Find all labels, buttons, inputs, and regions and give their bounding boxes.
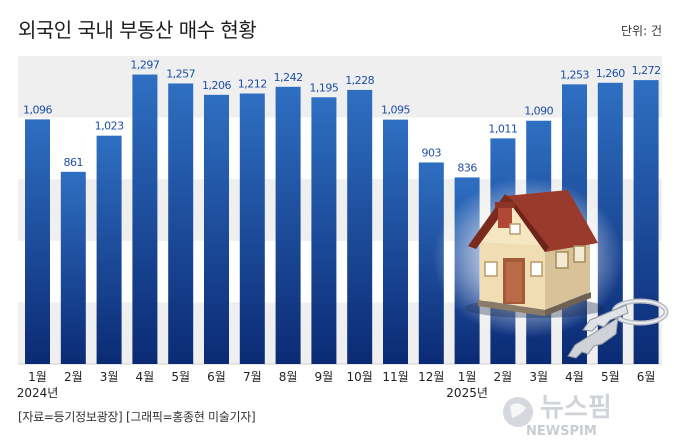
bar: [60, 171, 86, 364]
value-label: 1,023: [95, 120, 124, 133]
x-tick-label: 3월: [100, 370, 119, 384]
year-label: 2024년: [17, 386, 59, 400]
x-tick-label: 8월: [279, 370, 298, 384]
value-label: 1,297: [130, 59, 159, 72]
x-tick-label: 7월: [243, 370, 262, 384]
x-tick-label: 1월: [458, 370, 477, 384]
bar: [168, 83, 194, 364]
logo-korean: 뉴스핌: [540, 393, 612, 423]
x-tick-label: 9월: [315, 370, 334, 384]
bar: [311, 97, 337, 364]
x-tick-label: 5월: [601, 370, 620, 384]
source-credit: [자료=등기정보광장] [그래픽=홍종현 미술기자]: [18, 410, 256, 424]
bar: [383, 119, 408, 364]
value-labels: 1,096 861 1,023 1,297 1,257 1,206 1,212 1,242 1,…: [23, 59, 661, 175]
value-label: 861: [64, 156, 84, 169]
value-label: 1,257: [166, 67, 195, 80]
bar: [96, 135, 122, 364]
x-tick-label: 6월: [207, 370, 226, 384]
bar: [25, 119, 50, 365]
bar: [633, 80, 659, 365]
x-tick-label: 1월: [28, 370, 47, 384]
bar: [347, 89, 373, 365]
value-label: 1,195: [309, 81, 338, 94]
x-axis-labels: 1월 2월 3월 4월 5월 6월 7월 8월 9월 10월 11월 12월 1월 2월 3월 4월 5월 6월 2…: [17, 370, 656, 400]
x-tick-label: 6월: [637, 370, 656, 384]
bar: [275, 86, 301, 365]
value-label: 1,228: [345, 74, 374, 87]
x-tick-label: 4월: [565, 370, 584, 384]
value-label: 1,206: [202, 79, 231, 92]
value-label: 1,011: [488, 122, 517, 135]
value-label: 1,260: [596, 67, 625, 80]
x-tick-label: 2월: [64, 370, 83, 384]
chart-title: 외국인 국내 부동산 매수 현황: [18, 18, 257, 42]
value-label: 1,096: [23, 103, 52, 116]
x-tick-label: 4월: [136, 370, 155, 384]
unit-label: 단위: 건: [621, 24, 662, 38]
value-label: 1,090: [524, 105, 553, 118]
x-tick-label: 12월: [418, 370, 444, 384]
value-label: 1,253: [560, 68, 589, 81]
value-label: 1,272: [632, 64, 661, 77]
newspim-logo: 뉴스핌 NEWSPIM: [503, 393, 612, 438]
x-tick-label: 10월: [347, 370, 373, 384]
value-label: 1,242: [274, 71, 303, 84]
x-tick-label: 3월: [529, 370, 548, 384]
grid-band: [18, 56, 662, 118]
x-tick-label: 11월: [382, 370, 408, 384]
house-icon: [433, 178, 669, 359]
value-label: 836: [457, 161, 477, 174]
logo-english: NEWSPIM: [526, 424, 597, 438]
value-label: 903: [422, 146, 442, 159]
bar: [239, 93, 265, 364]
bar: [204, 94, 229, 365]
year-label: 2025년: [446, 386, 488, 400]
value-label: 1,095: [381, 104, 410, 117]
value-label: 1,212: [238, 77, 267, 90]
x-tick-label: 5월: [171, 370, 190, 384]
bar: [132, 74, 158, 365]
keys-icon: [567, 298, 669, 359]
x-tick-label: 2월: [494, 370, 513, 384]
